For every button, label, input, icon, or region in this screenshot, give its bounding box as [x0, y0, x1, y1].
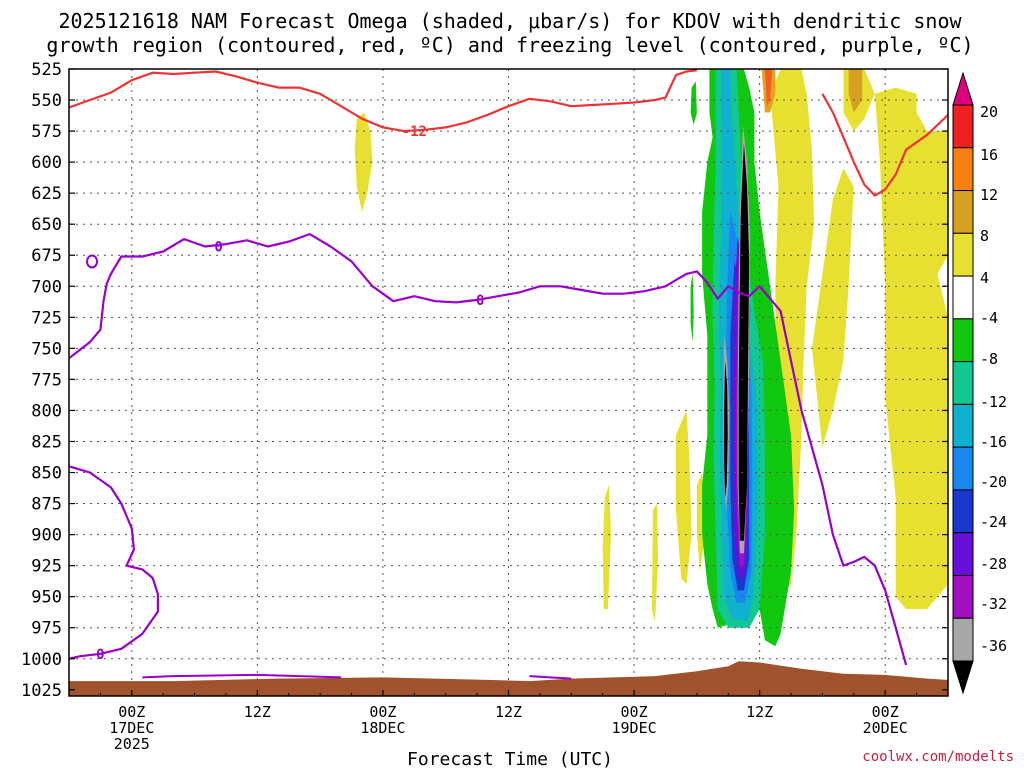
contour-line-2	[69, 233, 908, 666]
x-tick-label-1-0: 12Z	[244, 703, 271, 721]
colorbar-swatch-7	[952, 403, 974, 448]
omega-region-2	[812, 168, 854, 448]
chart-title-line-2: growth region (contoured, red, ºC) and f…	[46, 33, 973, 57]
terrain-fill	[69, 661, 948, 696]
colorbar-label-8: -16	[980, 433, 1007, 451]
x-tick-label-6-1: 20DEC	[863, 719, 908, 737]
y-tick-label-7: 700	[31, 277, 62, 297]
y-tick-label-18: 975	[31, 619, 62, 639]
colorbar-swatch-11	[952, 574, 974, 619]
contour-lines: -12 0 0 0	[69, 69, 948, 680]
y-tick-label-9: 750	[31, 339, 62, 359]
x-axis-title: Forecast Time (UTC)	[407, 749, 613, 768]
chart-title-line-1: 2025121618 NAM Forecast Omega (shaded, μ…	[58, 9, 962, 33]
colorbar-label-7: -12	[980, 393, 1007, 411]
y-tick-label-11: 800	[31, 401, 62, 421]
colorbar-label-6: -8	[980, 350, 998, 368]
colorbar-swatch-3	[952, 232, 974, 277]
colorbar-label-3: 8	[980, 227, 989, 245]
contour-line-0	[69, 69, 698, 133]
y-tick-label-10: 775	[31, 370, 62, 390]
contour-label-purple-3: 0	[96, 647, 104, 663]
x-tick-label-4-1: 19DEC	[611, 719, 656, 737]
x-tick-label-0-2: 2025	[114, 735, 150, 753]
omega-region-1	[874, 87, 948, 610]
colorbar-label-11: -28	[980, 555, 1007, 573]
omega-shading	[354, 69, 948, 647]
colorbar-label-0: 20	[980, 103, 998, 121]
y-tick-label-5: 650	[31, 215, 62, 235]
y-tick-label-6: 675	[31, 246, 62, 266]
omega-region-25	[770, 460, 781, 610]
omega-region-5	[675, 410, 692, 585]
colorbar-bottom-arrow	[952, 660, 974, 695]
colorbar-swatch-5	[952, 318, 974, 363]
colorbar-swatch-8	[952, 446, 974, 491]
x-tick-label-2-0: 00Z	[369, 703, 396, 721]
omega-region-8	[651, 503, 659, 622]
y-tick-label-1: 550	[31, 91, 62, 111]
x-tick-label-6-0: 00Z	[872, 703, 899, 721]
x-tick-label-5-0: 12Z	[746, 703, 773, 721]
contour-loop	[86, 254, 99, 269]
omega-region-23	[724, 360, 728, 498]
contour-line-1	[821, 93, 948, 197]
omega-region-26	[788, 199, 800, 361]
colorbar-swatch-6	[952, 361, 974, 405]
contour-label-red: -12	[402, 124, 427, 140]
colorbar: 20 16 12 8 4 -4 -8 -12 -16 -20 -24 -28 -32 -36	[952, 71, 1007, 695]
x-tick-label-0-0: 00Z	[118, 703, 145, 721]
colorbar-label-9: -20	[980, 473, 1007, 491]
chart-title: 2025121618 NAM Forecast Omega (shaded, μ…	[46, 9, 973, 57]
y-tick-label-4: 625	[31, 184, 62, 204]
site-credit: coolwx.com/modelts	[862, 749, 1014, 765]
colorbar-label-5: -4	[980, 309, 998, 327]
contour-label-purple-2: 0	[476, 293, 484, 309]
colorbar-label-12: -32	[980, 595, 1007, 613]
contour-line-3	[69, 465, 159, 660]
omega-region-7	[602, 484, 611, 610]
y-tick-label-8: 725	[31, 308, 62, 328]
y-tick-label-19: 1000	[21, 650, 62, 670]
colorbar-swatch-0	[952, 104, 974, 149]
omega-region-13	[690, 81, 697, 125]
omega-region-11	[764, 69, 773, 107]
y-tick-label-0: 525	[31, 60, 62, 80]
contour-line-surface-2	[529, 675, 572, 680]
x-tick-label-0-1: 17DEC	[109, 719, 154, 737]
colorbar-label-1: 16	[980, 146, 998, 164]
colorbar-swatch-4	[952, 275, 974, 320]
y-tick-label-2: 575	[31, 122, 62, 142]
y-tick-label-3: 600	[31, 153, 62, 173]
contour-label-purple-1: 0	[214, 240, 222, 256]
x-tick-label-4-0: 00Z	[621, 703, 648, 721]
colorbar-swatch-9	[952, 489, 974, 534]
terrain-shading	[69, 661, 948, 696]
omega-region-4	[848, 69, 863, 113]
colorbar-top-arrow	[952, 71, 974, 106]
y-tick-label-12: 825	[31, 432, 62, 452]
colorbar-swatch-12	[952, 617, 974, 662]
y-axis: 525 550 575 600 625 650 675 700 725 750 775 800 825 8…	[21, 60, 948, 701]
contour-line-surface	[142, 673, 342, 679]
y-tick-label-15: 900	[31, 526, 62, 546]
y-tick-label-17: 950	[31, 588, 62, 608]
colorbar-label-2: 12	[980, 186, 998, 204]
y-tick-label-13: 850	[31, 464, 62, 484]
omega-region-24	[690, 273, 694, 343]
colorbar-label-4: 4	[980, 269, 989, 287]
x-tick-label-2-1: 18DEC	[360, 719, 405, 737]
colorbar-swatch-2	[952, 190, 974, 234]
colorbar-swatch-1	[952, 147, 974, 192]
x-tick-label-3-0: 12Z	[495, 703, 522, 721]
colorbar-swatch-10	[952, 532, 974, 576]
colorbar-label-10: -24	[980, 513, 1007, 531]
y-tick-label-16: 925	[31, 557, 62, 577]
colorbar-label-13: -36	[980, 637, 1007, 655]
y-tick-label-14: 875	[31, 495, 62, 515]
y-tick-label-20: 1025	[21, 681, 62, 701]
